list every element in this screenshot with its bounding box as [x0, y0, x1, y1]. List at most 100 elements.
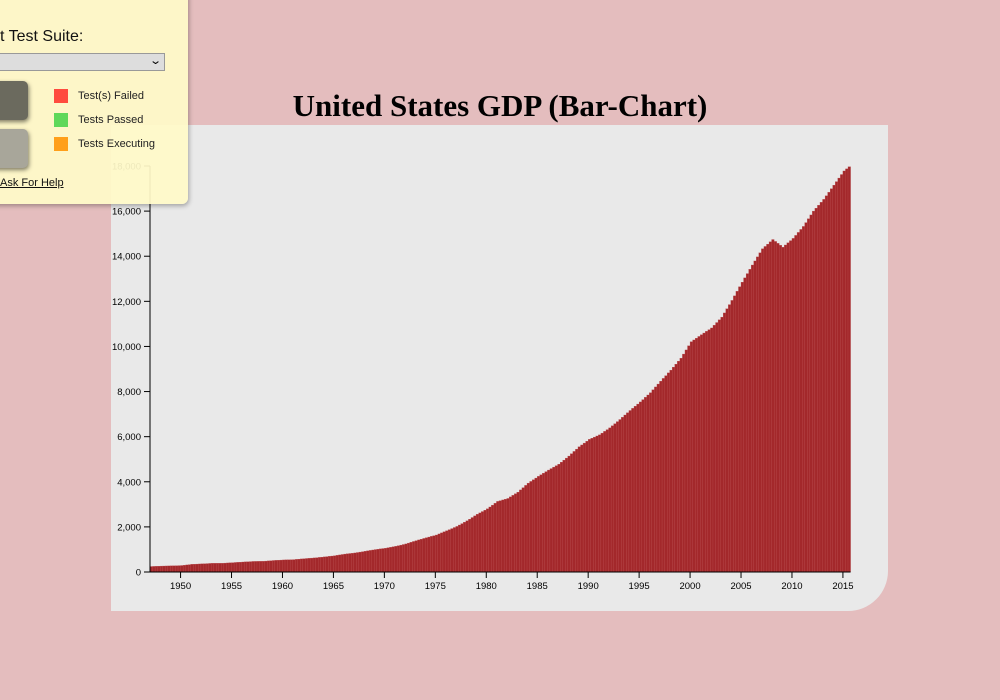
bar: [585, 441, 589, 573]
bar: [669, 369, 673, 573]
bar: [325, 556, 329, 573]
bar: [807, 218, 810, 573]
bar: [440, 532, 444, 573]
test-suite-select[interactable]: ⌄: [0, 53, 165, 71]
bar: [231, 562, 235, 573]
bar: [649, 392, 653, 573]
bar: [728, 304, 731, 573]
x-tick-label: 1965: [323, 581, 344, 592]
bar: [180, 565, 184, 573]
bar: [198, 563, 202, 573]
bar: [261, 561, 265, 573]
chart-title: United States GDP (Bar-Chart): [292, 88, 708, 123]
bar: [542, 473, 546, 573]
bar: [310, 557, 314, 573]
bar: [241, 561, 245, 573]
bar: [830, 188, 833, 573]
bar: [819, 202, 823, 573]
bar: [246, 561, 250, 573]
bar: [376, 549, 380, 573]
bar: [674, 364, 678, 573]
bar: [414, 540, 418, 573]
bar: [753, 260, 757, 573]
bar: [524, 485, 528, 573]
bar: [463, 522, 467, 573]
bar: [786, 242, 790, 573]
bar: [481, 511, 484, 573]
bar: [684, 349, 688, 573]
x-tick-label: 1955: [221, 581, 242, 592]
bar: [445, 530, 449, 573]
legend-swatch-executing: [54, 137, 68, 151]
bar: [794, 235, 798, 573]
bar: [613, 423, 617, 573]
bar: [167, 565, 171, 573]
bar: [763, 246, 767, 573]
bar: [618, 419, 622, 573]
bar: [491, 504, 495, 573]
bar: [582, 442, 586, 573]
bar: [203, 563, 207, 573]
bar: [710, 327, 714, 573]
bar: [799, 229, 803, 573]
bar: [784, 244, 788, 573]
bar: [435, 534, 439, 573]
bar: [802, 226, 805, 573]
y-tick-label: 14,000: [112, 252, 141, 263]
bar: [368, 550, 372, 573]
bar: [239, 562, 242, 573]
ask-for-help-link[interactable]: Ask For Help: [0, 177, 64, 189]
bar: [516, 492, 520, 573]
bar: [458, 524, 461, 573]
bar: [307, 558, 311, 573]
bar: [272, 560, 275, 573]
x-tick-label: 1990: [578, 581, 599, 592]
bar: [817, 205, 821, 573]
bar: [552, 466, 556, 573]
bar: [638, 401, 642, 573]
bar: [302, 558, 306, 573]
bar: [519, 489, 523, 573]
x-tick-label: 1970: [374, 581, 395, 592]
bar: [333, 555, 337, 573]
bar: [776, 243, 780, 573]
bar: [170, 565, 174, 573]
bar: [182, 565, 186, 573]
run-tests-button[interactable]: [0, 81, 28, 120]
y-tick-label: 4,000: [117, 477, 141, 488]
bar: [465, 520, 469, 573]
bar: [743, 277, 747, 573]
bar: [534, 477, 538, 573]
bar: [453, 527, 456, 573]
bar: [827, 192, 831, 573]
bar: [363, 551, 367, 573]
bar: [593, 436, 596, 573]
bar: [511, 495, 515, 573]
bar: [210, 563, 214, 573]
secondary-button[interactable]: [0, 129, 28, 168]
bar: [689, 341, 693, 573]
bar: [427, 536, 431, 573]
bar: [781, 247, 785, 573]
bar: [707, 329, 711, 573]
bar: [572, 451, 576, 573]
bar: [152, 566, 156, 573]
bar: [402, 544, 405, 573]
bar: [531, 479, 535, 573]
bar: [626, 412, 630, 573]
bar: [422, 538, 426, 573]
bar: [717, 319, 721, 573]
bar: [386, 547, 390, 573]
bar: [348, 553, 352, 573]
bar: [845, 168, 849, 573]
bar: [251, 561, 255, 573]
bar: [185, 564, 189, 573]
bar: [470, 517, 474, 573]
bar: [226, 562, 230, 573]
bar: [381, 548, 385, 573]
bar: [804, 222, 808, 573]
x-tick-label: 2000: [679, 581, 700, 592]
x-tick-label: 1950: [170, 581, 191, 592]
bar: [244, 561, 247, 573]
bar: [264, 560, 268, 573]
